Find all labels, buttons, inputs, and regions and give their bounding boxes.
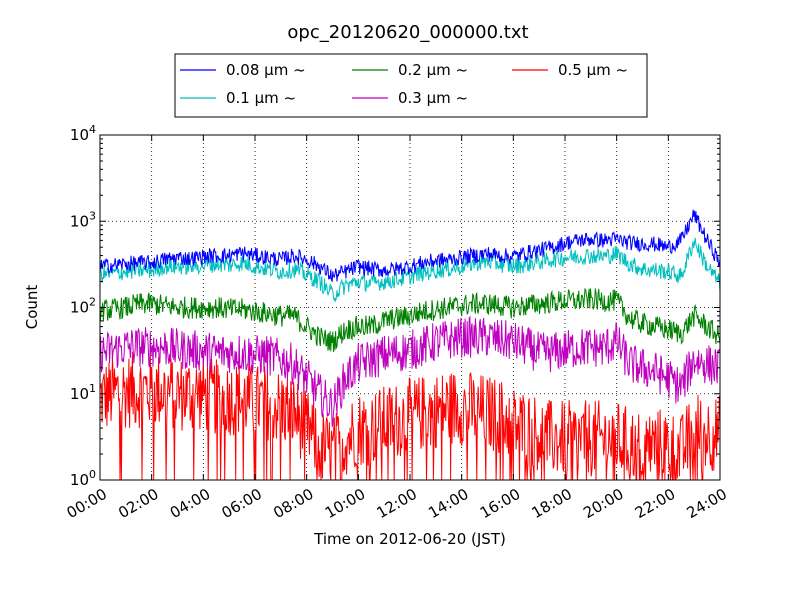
legend-label: 0.5 μm ~	[558, 61, 628, 79]
legend: 0.08 μm ~ 0.1 μm ~ 0.2 μm ~ 0.3 μm ~ 0.5 μm …	[174, 53, 648, 118]
y-tick-base: 10	[70, 126, 89, 144]
ticks	[99, 134, 721, 481]
y-tick-label: 101	[70, 382, 96, 403]
chart-title: opc_20120620_000000.txt	[287, 22, 528, 43]
y-tick-base: 10	[70, 299, 89, 317]
y-tick-exponent: 1	[89, 382, 96, 395]
y-tick-base: 10	[70, 385, 89, 403]
y-tick-label: 103	[70, 209, 96, 230]
x-axis-label: Time on 2012-06-20 (JST)	[313, 530, 506, 548]
y-tick-exponent: 0	[89, 468, 96, 481]
series-line	[100, 237, 720, 303]
legend-label: 0.1 μm ~	[226, 89, 296, 107]
y-tick-exponent: 2	[89, 296, 96, 309]
y-tick-label: 100	[70, 468, 96, 489]
legend-label: 0.2 μm ~	[398, 61, 468, 79]
y-tick-label: 104	[70, 123, 96, 144]
y-axis-label: Count	[23, 285, 41, 330]
series-line	[100, 209, 720, 283]
legend-label: 0.3 μm ~	[398, 89, 468, 107]
y-tick-exponent: 3	[89, 209, 96, 222]
y-tick-label: 102	[70, 296, 96, 317]
series-line	[100, 287, 720, 353]
y-tick-exponent: 4	[89, 123, 96, 136]
series-line	[100, 315, 720, 428]
legend-label: 0.08 μm ~	[226, 61, 306, 79]
series-layer	[100, 209, 720, 480]
y-tick-base: 10	[70, 471, 89, 489]
y-tick-base: 10	[70, 212, 89, 230]
legend-frame	[174, 53, 648, 118]
